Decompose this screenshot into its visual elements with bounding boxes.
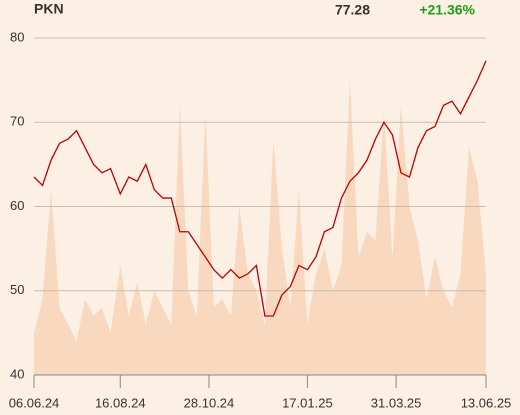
x-tick-label: 31.03.25 [371,395,422,410]
last-price: 77.28 [335,2,370,18]
y-tick-label: 70 [10,114,24,129]
y-tick-label: 50 [10,282,24,297]
y-tick-label: 40 [10,366,24,381]
chart-title: PKN [34,1,64,17]
x-tick-label: 28.10.24 [184,395,235,410]
x-tick-label: 06.06.24 [9,395,60,410]
y-tick-label: 60 [10,198,24,213]
y-tick-label: 80 [10,29,24,44]
x-tick-label: 17.01.25 [282,395,333,410]
x-tick-label: 16.08.24 [95,395,146,410]
price-line [33,60,487,317]
change-percent: +21.36% [419,2,475,18]
x-tick-label: 13.06.25 [461,395,512,410]
volume-area [34,80,486,375]
